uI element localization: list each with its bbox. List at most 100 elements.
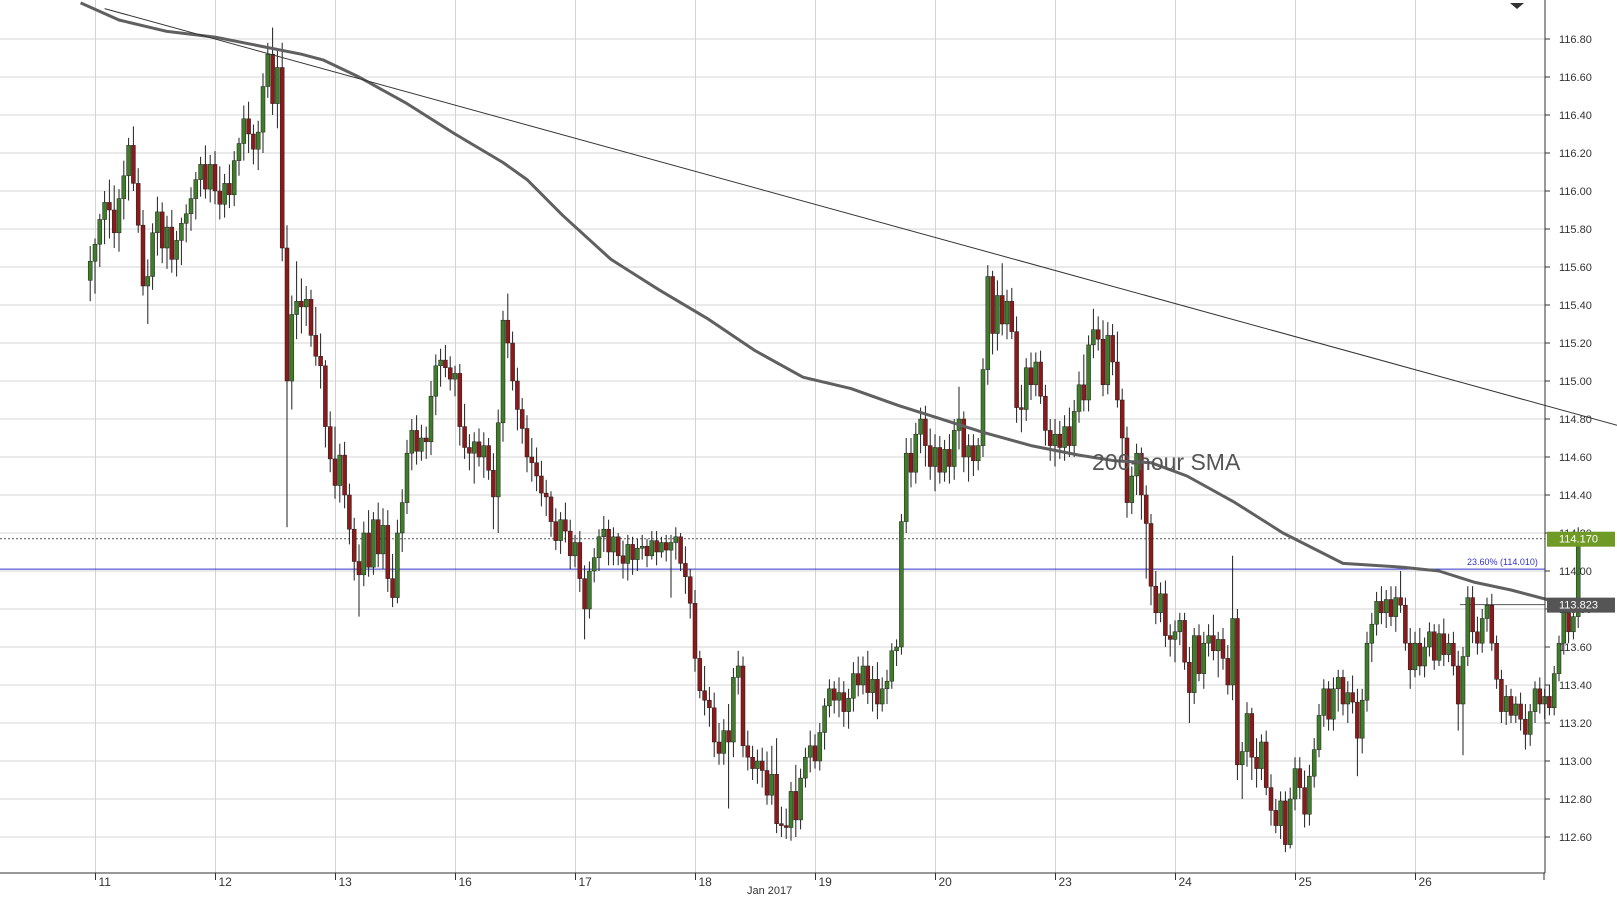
candle-body bbox=[923, 418, 928, 446]
day-label: 26 bbox=[1419, 875, 1433, 889]
candle bbox=[558, 512, 563, 554]
candle-body bbox=[836, 692, 842, 701]
candle bbox=[1206, 624, 1211, 657]
candle bbox=[1465, 586, 1471, 666]
candle-body bbox=[692, 603, 698, 659]
candle-body bbox=[1177, 620, 1183, 633]
candle-body bbox=[385, 525, 391, 579]
candle-body bbox=[1244, 713, 1250, 752]
candle bbox=[241, 105, 247, 161]
candle-body bbox=[697, 658, 703, 691]
candle-body bbox=[591, 557, 597, 572]
candle bbox=[779, 806, 784, 837]
candle-body bbox=[1316, 715, 1322, 750]
candle-body bbox=[769, 774, 775, 796]
candle-body bbox=[251, 133, 256, 150]
candle-body bbox=[135, 183, 141, 226]
candle-body bbox=[1043, 395, 1048, 431]
price-tick-label: 114.00 bbox=[1559, 566, 1592, 578]
candle-body bbox=[1422, 646, 1427, 667]
candle-body bbox=[495, 422, 501, 498]
candle-body bbox=[918, 418, 923, 435]
candle bbox=[534, 447, 539, 492]
candle bbox=[289, 295, 295, 410]
candle-body bbox=[1383, 599, 1389, 614]
candle-body bbox=[1556, 642, 1562, 674]
candle bbox=[198, 156, 203, 197]
candle bbox=[980, 358, 986, 457]
candle-body bbox=[164, 226, 170, 249]
candle-body bbox=[980, 369, 986, 446]
candle bbox=[1508, 688, 1514, 723]
candle bbox=[908, 438, 914, 488]
candle-body bbox=[1081, 384, 1087, 401]
candle-body bbox=[673, 536, 679, 543]
candle bbox=[855, 656, 861, 697]
price-tick-label: 113.60 bbox=[1559, 642, 1592, 654]
price-tick-label: 115.20 bbox=[1559, 338, 1592, 350]
candle-body bbox=[683, 563, 688, 577]
candle bbox=[275, 50, 280, 129]
candle bbox=[707, 686, 712, 727]
candle-body bbox=[1359, 699, 1365, 739]
candle-body bbox=[462, 426, 467, 448]
candle bbox=[1393, 586, 1399, 632]
candle bbox=[563, 502, 568, 543]
candle-body bbox=[241, 118, 247, 144]
candle-body bbox=[908, 452, 914, 473]
candle-body bbox=[1340, 677, 1346, 705]
candle-body bbox=[999, 295, 1005, 325]
candle bbox=[255, 120, 261, 171]
candle bbox=[831, 681, 837, 714]
candle-body bbox=[1561, 612, 1567, 644]
candle-body bbox=[1278, 800, 1283, 826]
candle bbox=[1148, 514, 1154, 606]
candle-body bbox=[678, 536, 683, 564]
day-label: 11 bbox=[99, 875, 112, 889]
candle-body bbox=[1263, 741, 1269, 788]
candle-body bbox=[759, 760, 765, 771]
candle-body bbox=[1139, 452, 1144, 496]
candle-body bbox=[505, 319, 511, 344]
candle bbox=[836, 677, 842, 718]
candle bbox=[731, 667, 736, 758]
candle-body bbox=[1441, 633, 1447, 655]
candle-body bbox=[1239, 751, 1245, 766]
candle-body bbox=[1436, 633, 1442, 661]
candle-body bbox=[879, 688, 885, 705]
candle-body bbox=[822, 705, 827, 733]
candle bbox=[419, 424, 424, 461]
candle bbox=[217, 166, 223, 220]
candle bbox=[601, 515, 607, 552]
candle bbox=[947, 434, 952, 484]
candle bbox=[1479, 609, 1485, 653]
candle bbox=[116, 189, 122, 252]
candle bbox=[774, 738, 779, 834]
candle-body bbox=[1172, 631, 1178, 640]
candle-body bbox=[937, 447, 943, 473]
candle-body bbox=[1571, 616, 1576, 633]
candle bbox=[798, 768, 803, 830]
candle-body bbox=[587, 570, 592, 610]
candle bbox=[807, 730, 813, 773]
candle bbox=[222, 173, 227, 218]
candle-body bbox=[961, 418, 967, 458]
candle bbox=[1263, 730, 1269, 796]
candle bbox=[500, 310, 506, 442]
candle bbox=[630, 536, 635, 575]
candle bbox=[543, 479, 549, 516]
candle bbox=[635, 538, 640, 571]
candle-body bbox=[1345, 692, 1351, 705]
candle bbox=[1129, 466, 1135, 514]
collapse-arrow-icon[interactable] bbox=[1510, 3, 1524, 9]
candle bbox=[788, 781, 794, 841]
candle bbox=[356, 544, 362, 617]
candle bbox=[150, 223, 155, 290]
day-label: 16 bbox=[459, 875, 473, 889]
candle-body bbox=[303, 299, 309, 308]
candle bbox=[155, 196, 160, 256]
sma-layer bbox=[79, 1, 1581, 607]
candle bbox=[1225, 645, 1231, 695]
candle-body bbox=[745, 745, 751, 758]
candle-body bbox=[1326, 688, 1331, 720]
